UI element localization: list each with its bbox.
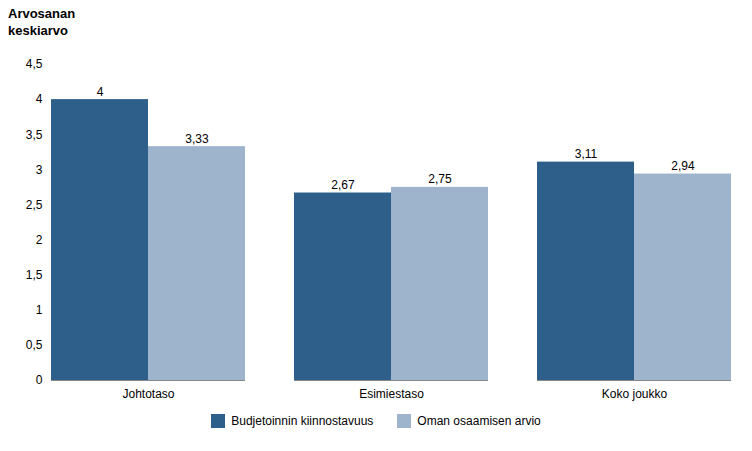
svg-text:Esimiestaso: Esimiestaso [359, 387, 424, 401]
svg-text:0,5: 0,5 [26, 338, 43, 352]
svg-text:1: 1 [36, 303, 43, 317]
svg-text:2,5: 2,5 [26, 198, 43, 212]
svg-text:3,11: 3,11 [575, 147, 598, 161]
svg-text:2,75: 2,75 [428, 172, 452, 186]
html-text:Budjetoinnin kiinnostavuus: Budjetoinnin kiinnostavuus [231, 413, 374, 428]
svg-text:2: 2 [36, 233, 43, 247]
svg-text:3,33: 3,33 [185, 131, 209, 145]
svg-text:3,5: 3,5 [26, 127, 43, 141]
svg-text:2,94: 2,94 [671, 159, 695, 173]
svg-text:4: 4 [36, 92, 43, 106]
svg-text:1,5: 1,5 [26, 268, 43, 282]
svg-text:3: 3 [36, 162, 43, 176]
svg-text:4,5: 4,5 [26, 57, 43, 71]
html-text:Arvosanan keskiarvo: Arvosanan keskiarvo [8, 6, 76, 38]
svg-text:0: 0 [36, 373, 43, 387]
svg-text:2,67: 2,67 [331, 178, 355, 192]
svg-text:Koko joukko: Koko joukko [602, 387, 668, 401]
svg-text:4: 4 [97, 84, 104, 98]
html-text:Oman osaamisen arvio: Oman osaamisen arvio [417, 413, 541, 428]
svg-text:Johtotaso: Johtotaso [122, 387, 174, 401]
